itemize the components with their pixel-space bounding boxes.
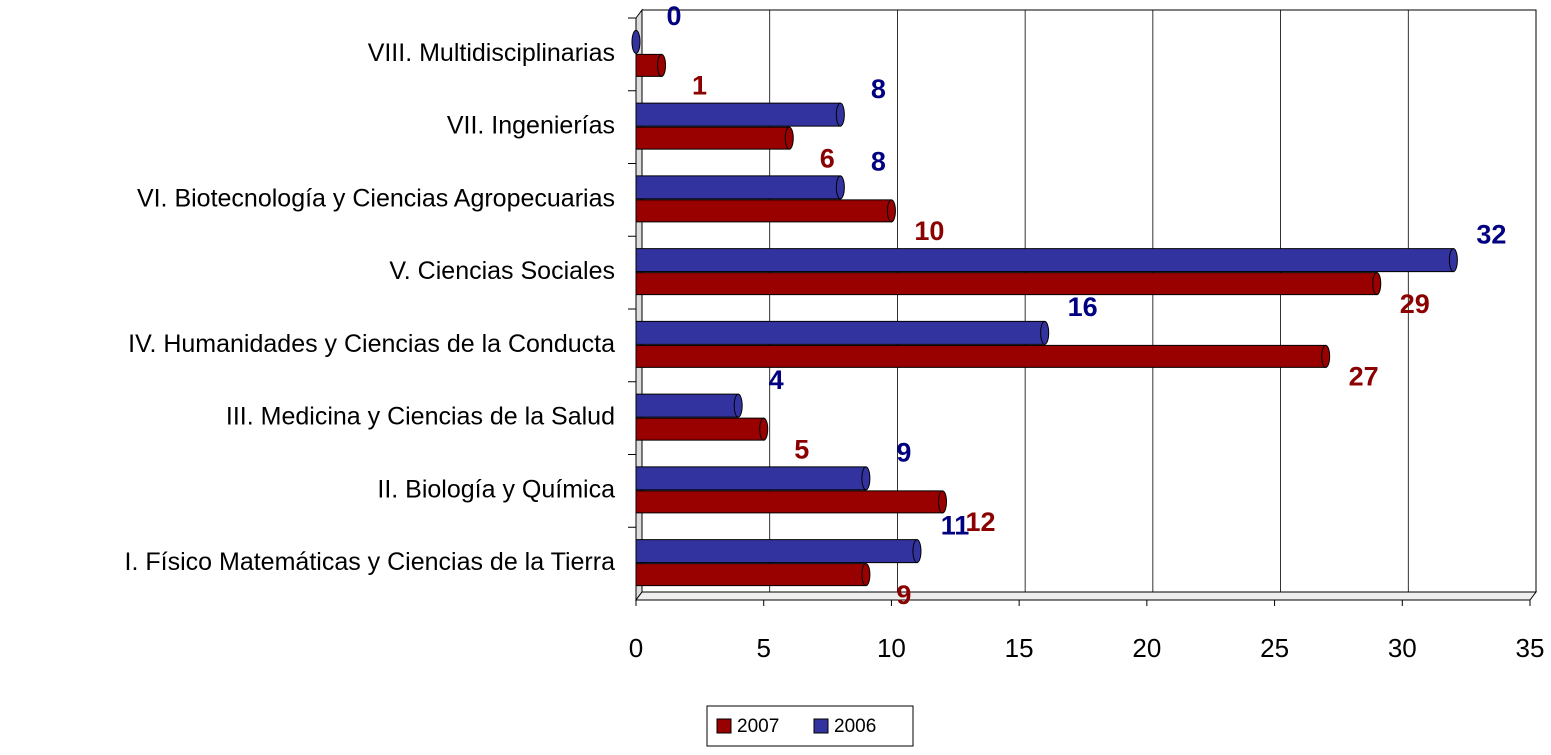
value-label: 12 (965, 507, 995, 537)
value-label: 1 (692, 71, 707, 101)
value-label: 6 (820, 143, 835, 173)
bar-cap (835, 102, 845, 127)
legend-swatch (813, 718, 829, 734)
value-label: 4 (769, 365, 784, 395)
x-tick-label: 20 (1132, 633, 1161, 663)
bar-cap (1321, 344, 1331, 368)
y-tick-label: VI. Biotecnología y Ciencias Agropecuari… (137, 184, 615, 212)
x-tick-label: 25 (1260, 633, 1289, 663)
bar (635, 272, 1378, 296)
y-tick-label: III. Medicina y Ciencias de la Salud (226, 403, 615, 431)
bar-cap (759, 417, 769, 441)
value-label: 10 (914, 216, 944, 246)
value-label: 0 (666, 1, 681, 31)
value-label: 8 (871, 74, 886, 104)
value-label: 5 (794, 434, 809, 464)
bar (635, 490, 944, 514)
bar-cap (1372, 272, 1382, 296)
x-tick-label: 5 (756, 633, 770, 663)
bar (635, 320, 1046, 345)
bar-cap (861, 563, 871, 587)
y-tick-label: V. Ciencias Sociales (389, 257, 615, 285)
y-tick-label: I. Físico Matemáticas y Ciencias de la T… (125, 548, 616, 576)
bar-cap (733, 393, 743, 418)
bar (635, 539, 918, 564)
bar-cap (861, 466, 871, 491)
bar-cap (1040, 320, 1050, 345)
bar (635, 466, 867, 491)
bar (635, 199, 892, 223)
legend-swatch (716, 718, 732, 734)
legend-label: 2006 (834, 716, 876, 737)
value-label: 9 (896, 438, 911, 468)
y-tick-label: II. Biología y Química (377, 475, 615, 503)
value-label: 9 (896, 580, 911, 610)
bar-cap (631, 29, 641, 54)
x-tick-label: 35 (1516, 633, 1545, 663)
plot-floor (635, 591, 1537, 601)
value-label: 32 (1476, 219, 1506, 249)
x-tick-label: 10 (877, 633, 906, 663)
bar (635, 248, 1454, 273)
bar (635, 102, 841, 127)
bar-cap (835, 175, 845, 200)
value-label: 29 (1400, 289, 1430, 319)
bar-cap (657, 53, 667, 77)
x-tick-label: 30 (1388, 633, 1417, 663)
legend-label: 2007 (737, 716, 779, 737)
bar-cap (784, 126, 794, 150)
x-tick-label: 15 (1005, 633, 1034, 663)
bar (635, 175, 841, 200)
y-tick-label: VII. Ingenierías (447, 112, 615, 140)
value-label: 8 (871, 147, 886, 177)
bar-cap (1448, 248, 1458, 273)
bar-cap (886, 199, 896, 223)
bar-cap (938, 490, 948, 514)
value-label: 16 (1068, 292, 1098, 322)
bar (635, 344, 1327, 368)
bar-cap (912, 539, 922, 564)
bar (635, 393, 739, 418)
x-tick-label: 0 (629, 633, 643, 663)
bar (635, 126, 790, 150)
value-label: 27 (1349, 362, 1379, 392)
value-label: 11 (941, 510, 970, 540)
legend-box (706, 705, 914, 747)
y-tick-label: IV. Humanidades y Ciencias de la Conduct… (128, 330, 615, 358)
bar (635, 563, 867, 587)
y-tick-label: VIII. Multidisciplinarias (368, 39, 615, 67)
bar (635, 417, 765, 441)
